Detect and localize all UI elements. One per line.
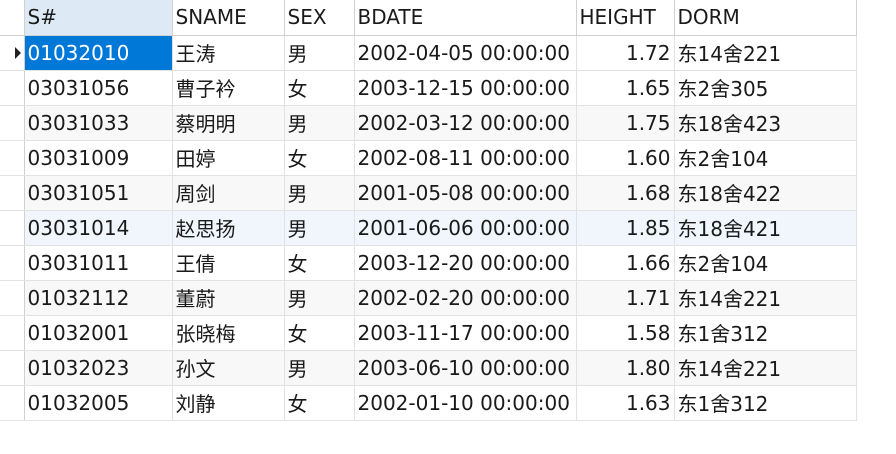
cell-sname[interactable]: 周剑 bbox=[172, 175, 285, 211]
cell-sname[interactable]: 田婷 bbox=[172, 140, 285, 176]
cell-sno[interactable]: 01032001 bbox=[24, 315, 173, 351]
cell-height[interactable]: 1.58 bbox=[576, 315, 675, 351]
cell-sex[interactable]: 女 bbox=[284, 385, 355, 421]
cell-sex[interactable]: 女 bbox=[284, 70, 355, 106]
row-indicator[interactable] bbox=[0, 70, 25, 106]
table-row[interactable]: 03031011 王倩 女 2003-12-20 00:00:00 1.66 东… bbox=[0, 245, 857, 281]
cell-height[interactable]: 1.80 bbox=[576, 350, 675, 386]
cell-bdate[interactable]: 2003-12-15 00:00:00 bbox=[354, 70, 577, 106]
header-row: S# SNAME SEX BDATE HEIGHT DORM bbox=[0, 0, 857, 36]
cell-dorm[interactable]: 东14舍221 bbox=[674, 280, 857, 316]
cell-sex[interactable]: 男 bbox=[284, 35, 355, 71]
cell-bdate[interactable]: 2002-03-12 00:00:00 bbox=[354, 105, 577, 141]
cell-sex[interactable]: 女 bbox=[284, 140, 355, 176]
table-row[interactable]: 01032001 张晓梅 女 2003-11-17 00:00:00 1.58 … bbox=[0, 315, 857, 351]
table-row[interactable]: 03031056 曹子衿 女 2003-12-15 00:00:00 1.65 … bbox=[0, 70, 857, 106]
cell-sex[interactable]: 男 bbox=[284, 350, 355, 386]
row-indicator[interactable] bbox=[0, 280, 25, 316]
cell-sname[interactable]: 曹子衿 bbox=[172, 70, 285, 106]
row-indicator[interactable] bbox=[0, 175, 25, 211]
column-header-sno[interactable]: S# bbox=[24, 0, 173, 36]
cell-dorm[interactable]: 东14舍221 bbox=[674, 350, 857, 386]
cell-bdate[interactable]: 2001-06-06 00:00:00 bbox=[354, 210, 577, 246]
cell-sex[interactable]: 女 bbox=[284, 315, 355, 351]
cell-height[interactable]: 1.65 bbox=[576, 70, 675, 106]
table-row[interactable]: 03031051 周剑 男 2001-05-08 00:00:00 1.68 东… bbox=[0, 175, 857, 211]
cell-height[interactable]: 1.66 bbox=[576, 245, 675, 281]
cell-bdate[interactable]: 2003-06-10 00:00:00 bbox=[354, 350, 577, 386]
column-header-bdate[interactable]: BDATE bbox=[354, 0, 577, 36]
cell-sno[interactable]: 01032010 bbox=[24, 35, 173, 71]
cell-height[interactable]: 1.63 bbox=[576, 385, 675, 421]
cell-sno[interactable]: 03031051 bbox=[24, 175, 173, 211]
row-indicator[interactable] bbox=[0, 210, 25, 246]
cell-dorm[interactable]: 东18舍422 bbox=[674, 175, 857, 211]
column-header-sname[interactable]: SNAME bbox=[172, 0, 285, 36]
column-header-dorm[interactable]: DORM bbox=[674, 0, 857, 36]
cell-dorm[interactable]: 东1舍312 bbox=[674, 385, 857, 421]
cell-sex[interactable]: 男 bbox=[284, 175, 355, 211]
cell-dorm[interactable]: 东1舍312 bbox=[674, 315, 857, 351]
cell-sname[interactable]: 蔡明明 bbox=[172, 105, 285, 141]
cell-sname[interactable]: 董蔚 bbox=[172, 280, 285, 316]
cell-height[interactable]: 1.71 bbox=[576, 280, 675, 316]
cell-sno[interactable]: 03031056 bbox=[24, 70, 173, 106]
cell-sname[interactable]: 刘静 bbox=[172, 385, 285, 421]
table-row[interactable]: 01032112 董蔚 男 2002-02-20 00:00:00 1.71 东… bbox=[0, 280, 857, 316]
cell-dorm[interactable]: 东2舍305 bbox=[674, 70, 857, 106]
cell-bdate[interactable]: 2001-05-08 00:00:00 bbox=[354, 175, 577, 211]
cell-dorm[interactable]: 东18舍421 bbox=[674, 210, 857, 246]
cell-bdate[interactable]: 2002-04-05 00:00:00 bbox=[354, 35, 577, 71]
cell-bdate[interactable]: 2003-11-17 00:00:00 bbox=[354, 315, 577, 351]
cell-bdate[interactable]: 2003-12-20 00:00:00 bbox=[354, 245, 577, 281]
cell-sno[interactable]: 03031014 bbox=[24, 210, 173, 246]
cell-sname[interactable]: 张晓梅 bbox=[172, 315, 285, 351]
row-indicator[interactable] bbox=[0, 140, 25, 176]
table-row[interactable]: 01032023 孙文 男 2003-06-10 00:00:00 1.80 东… bbox=[0, 350, 857, 386]
table-row[interactable]: 01032005 刘静 女 2002-01-10 00:00:00 1.63 东… bbox=[0, 385, 857, 421]
cell-dorm[interactable]: 东2舍104 bbox=[674, 245, 857, 281]
cell-dorm[interactable]: 东2舍104 bbox=[674, 140, 857, 176]
row-indicator[interactable] bbox=[0, 245, 25, 281]
cell-height[interactable]: 1.68 bbox=[576, 175, 675, 211]
table-row[interactable]: 03031014 赵思扬 男 2001-06-06 00:00:00 1.85 … bbox=[0, 210, 857, 246]
column-header-sex[interactable]: SEX bbox=[284, 0, 355, 36]
cell-sname[interactable]: 王倩 bbox=[172, 245, 285, 281]
cell-sex[interactable]: 女 bbox=[284, 245, 355, 281]
column-header-height[interactable]: HEIGHT bbox=[576, 0, 675, 36]
cell-sno[interactable]: 03031009 bbox=[24, 140, 173, 176]
cell-sno[interactable]: 01032023 bbox=[24, 350, 173, 386]
cell-height[interactable]: 1.85 bbox=[576, 210, 675, 246]
row-indicator[interactable] bbox=[0, 35, 25, 71]
table-row[interactable]: 03031033 蔡明明 男 2002-03-12 00:00:00 1.75 … bbox=[0, 105, 857, 141]
table-row[interactable]: 01032010 王涛 男 2002-04-05 00:00:00 1.72 东… bbox=[0, 35, 857, 71]
cell-sno[interactable]: 01032005 bbox=[24, 385, 173, 421]
row-indicator[interactable] bbox=[0, 385, 25, 421]
table-row[interactable]: 03031009 田婷 女 2002-08-11 00:00:00 1.60 东… bbox=[0, 140, 857, 176]
row-indicator[interactable] bbox=[0, 315, 25, 351]
cell-sno[interactable]: 01032112 bbox=[24, 280, 173, 316]
cell-height[interactable]: 1.72 bbox=[576, 35, 675, 71]
cell-bdate[interactable]: 2002-02-20 00:00:00 bbox=[354, 280, 577, 316]
row-indicator[interactable] bbox=[0, 350, 25, 386]
cell-height[interactable]: 1.75 bbox=[576, 105, 675, 141]
cell-bdate[interactable]: 2002-08-11 00:00:00 bbox=[354, 140, 577, 176]
cell-sex[interactable]: 男 bbox=[284, 105, 355, 141]
cell-height[interactable]: 1.60 bbox=[576, 140, 675, 176]
cell-sname[interactable]: 孙文 bbox=[172, 350, 285, 386]
cell-sex[interactable]: 男 bbox=[284, 280, 355, 316]
cell-bdate[interactable]: 2002-01-10 00:00:00 bbox=[354, 385, 577, 421]
cell-dorm[interactable]: 东18舍423 bbox=[674, 105, 857, 141]
data-grid: S# SNAME SEX BDATE HEIGHT DORM 01032010 … bbox=[0, 0, 857, 421]
cell-sno[interactable]: 03031033 bbox=[24, 105, 173, 141]
cell-sname[interactable]: 王涛 bbox=[172, 35, 285, 71]
cell-sno[interactable]: 03031011 bbox=[24, 245, 173, 281]
cell-dorm[interactable]: 东14舍221 bbox=[674, 35, 857, 71]
cell-sname[interactable]: 赵思扬 bbox=[172, 210, 285, 246]
cell-sex[interactable]: 男 bbox=[284, 210, 355, 246]
row-indicator[interactable] bbox=[0, 105, 25, 141]
row-indicator-header bbox=[0, 0, 25, 36]
current-row-arrow-icon bbox=[15, 46, 21, 59]
